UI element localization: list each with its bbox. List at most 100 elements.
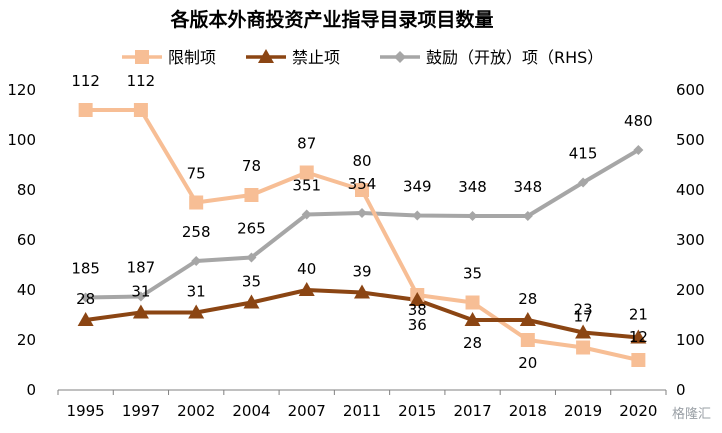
data-label: 112 xyxy=(71,72,100,90)
data-point xyxy=(243,294,260,309)
right-y-axis: 0 100 200 300 400 500 600 xyxy=(676,81,705,399)
data-label: 28 xyxy=(518,290,537,308)
data-label: 31 xyxy=(131,283,150,301)
data-point xyxy=(191,256,202,266)
x-tick-label: 2017 xyxy=(453,402,491,420)
legend: 限制项 禁止项 鼓励（开放）项（RHS） xyxy=(122,48,603,67)
data-point xyxy=(246,252,257,263)
data-point xyxy=(80,292,91,303)
series-markers xyxy=(77,103,647,367)
data-label: 348 xyxy=(513,178,542,196)
data-label: 185 xyxy=(71,260,100,278)
data-point xyxy=(520,333,535,347)
data-point xyxy=(189,195,204,210)
legend-label-restricted: 限制项 xyxy=(168,48,216,67)
left-tick-label: 0 xyxy=(26,381,36,399)
series-line xyxy=(85,108,639,362)
data-point xyxy=(467,211,478,221)
right-tick-label: 100 xyxy=(676,331,705,349)
watermark-text: 格隆汇 xyxy=(672,406,711,422)
data-label: 87 xyxy=(297,135,316,153)
data-label: 80 xyxy=(352,152,371,170)
left-tick-label: 40 xyxy=(17,281,36,299)
data-point xyxy=(135,291,146,302)
data-label: 28 xyxy=(76,290,95,308)
series-lines xyxy=(85,108,640,362)
legend-label-encouraged: 鼓励（开放）项（RHS） xyxy=(426,48,603,67)
data-point xyxy=(133,103,148,117)
x-tick-label: 2020 xyxy=(619,402,657,420)
data-point xyxy=(630,329,647,344)
data-label: 38 xyxy=(408,301,427,319)
data-label: 75 xyxy=(187,165,206,183)
data-point xyxy=(357,208,367,218)
data-point xyxy=(299,165,314,180)
data-point xyxy=(519,312,536,326)
data-label: 39 xyxy=(352,263,371,281)
data-label: 351 xyxy=(292,177,321,195)
legend-item-restricted: 限制项 xyxy=(122,48,216,67)
data-label: 36 xyxy=(408,316,427,334)
data-point xyxy=(301,209,312,220)
data-label: 187 xyxy=(127,259,156,277)
data-point xyxy=(78,103,93,117)
data-point xyxy=(465,295,480,310)
data-label: 258 xyxy=(182,223,211,241)
data-label: 354 xyxy=(348,175,377,193)
left-tick-label: 120 xyxy=(7,81,36,99)
data-point xyxy=(132,304,149,319)
x-tick-label: 2007 xyxy=(288,402,326,420)
right-tick-label: 600 xyxy=(676,81,705,99)
left-tick-label: 60 xyxy=(17,231,36,249)
data-label: 265 xyxy=(237,220,266,238)
data-point xyxy=(633,145,644,155)
chart-title: 各版本外商投资产业指导目录项目数量 xyxy=(169,8,493,31)
data-point xyxy=(244,188,259,202)
data-point xyxy=(409,292,426,306)
data-point xyxy=(576,340,591,355)
x-tick-label: 2018 xyxy=(509,402,547,420)
x-tick-label: 2019 xyxy=(564,402,602,420)
data-label: 21 xyxy=(629,306,648,324)
x-tick-label: 2011 xyxy=(343,402,381,420)
legend-item-prohibited: 禁止项 xyxy=(246,48,340,67)
x-tick-label: 1997 xyxy=(122,402,160,420)
data-label: 28 xyxy=(463,334,482,352)
data-point xyxy=(298,282,315,296)
data-label: 20 xyxy=(518,354,537,372)
data-label: 35 xyxy=(242,273,261,291)
data-point xyxy=(464,312,481,326)
data-label: 31 xyxy=(187,283,206,301)
data-point xyxy=(631,353,646,367)
data-point xyxy=(412,210,423,221)
legend-item-encouraged: 鼓励（开放）项（RHS） xyxy=(380,48,603,67)
data-label: 348 xyxy=(458,178,487,196)
data-label: 112 xyxy=(127,72,156,90)
right-tick-label: 300 xyxy=(676,231,705,249)
legend-label-prohibited: 禁止项 xyxy=(292,48,340,67)
x-tick-label: 1995 xyxy=(67,402,105,420)
left-tick-label: 100 xyxy=(7,131,36,149)
x-tick-label: 2004 xyxy=(232,402,270,420)
data-label: 78 xyxy=(242,157,261,175)
x-tick-label: 2002 xyxy=(177,402,215,420)
left-y-axis: 0 20 40 60 80 100 120 xyxy=(7,81,36,399)
data-label: 35 xyxy=(463,265,482,283)
data-point xyxy=(77,312,94,326)
data-label: 17 xyxy=(574,308,593,326)
left-tick-label: 80 xyxy=(17,181,36,199)
data-label: 415 xyxy=(569,145,598,163)
left-tick-label: 20 xyxy=(17,331,36,349)
data-point xyxy=(354,284,370,299)
data-label: 349 xyxy=(403,178,432,196)
data-point xyxy=(188,304,205,319)
data-point xyxy=(522,211,533,221)
data-label: 480 xyxy=(624,112,653,130)
x-axis: 1995 1997 2002 2004 2007 2011 2015 2017 2018 2019… xyxy=(57,390,667,420)
x-tick-label: 2015 xyxy=(398,402,436,420)
data-point xyxy=(355,183,369,197)
right-tick-label: 500 xyxy=(676,131,705,149)
data-labels: 112 112 75 78 87 80 38 35 20 12 28 31 31 35 40 39 36 28 28… xyxy=(71,72,652,372)
data-label: 23 xyxy=(574,301,593,319)
